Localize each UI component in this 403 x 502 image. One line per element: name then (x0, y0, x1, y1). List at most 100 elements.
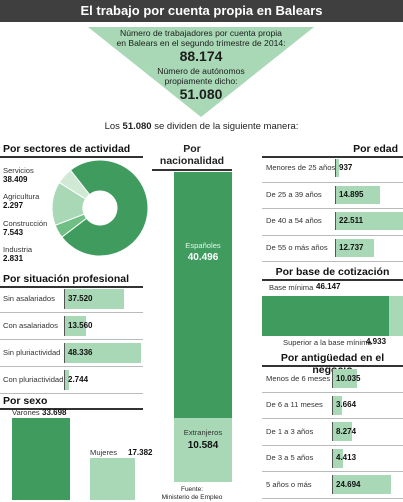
funnel-line1: Número de trabajadores por cuenta propia (120, 28, 282, 38)
funnel-line4: propiamente dicho: (164, 76, 238, 86)
edad-menores-de-25-anos-bar (336, 159, 339, 177)
edad-de-55-o-mas-anos-label: De 55 o más años (266, 242, 328, 252)
situacion-con-asalariados-value: 13.560 (68, 321, 93, 330)
antiguedad-de-1-a-3-anos-label: De 1 a 3 años (266, 426, 314, 436)
antiguedad-5-anos-o-mas-axis (332, 475, 333, 494)
edad-menores-de-25-anos-label: Menores de 25 años (266, 163, 336, 172)
edad-de-55-o-mas-anos-axis (335, 238, 336, 257)
situacion-sin-asalariados-bar (65, 289, 124, 309)
situacion-sin-pluriactividad-sep (0, 366, 143, 367)
situacion-sin-pluriactividad-axis (64, 343, 65, 363)
edad-de-40-a-54-anos-bar (336, 212, 403, 230)
situacion-con-pluriactividad-bar (65, 370, 70, 390)
sexo-header: Por sexo (3, 395, 48, 407)
sectores-label-construccion: Construcción 7.543 (3, 219, 48, 237)
antiguedad-de-6-a-11-meses-sep (262, 418, 403, 419)
situacion-sin-asalariados-axis (64, 289, 65, 309)
nacionalidad-espanoles-bar (174, 172, 232, 418)
cotizacion-header: Por base de cotización (275, 266, 390, 278)
cotizacion-base-minima-value: 46.147 (316, 282, 341, 291)
funnel-shape (88, 27, 314, 117)
antiguedad-de-1-a-3-anos-axis (332, 422, 333, 441)
situacion-con-asalariados-label: Con asalariados (3, 321, 58, 330)
antiguedad-de-3-a-5-anos-label: De 3 a 5 años (266, 453, 314, 462)
source-line1: Fuente: (180, 486, 204, 493)
situacion-con-asalariados-bar (65, 316, 87, 336)
funnel-line2: en Balears en el segundo trimestre de 20… (116, 38, 286, 48)
edad-de-25-a-39-anos-axis (335, 185, 336, 204)
situacion-sin-asalariados-label: Sin asalariados (3, 294, 55, 303)
antiguedad-de-1-a-3-anos-value: 8.274 (336, 426, 357, 436)
nacionalidad-espanoles-value: 40.496 (187, 251, 219, 263)
antiguedad-5-anos-o-mas-label: 5 años o más (266, 479, 312, 489)
pie-slice-servicios (61, 159, 149, 257)
intro-before: Los (104, 121, 123, 132)
antiguedad-menos-de-6-meses-value: 10.035 (336, 373, 361, 383)
sectores-header: Por sectores de actividad (3, 143, 131, 155)
source-line2: Ministerio de Empleo (161, 494, 223, 501)
antiguedad-menos-de-6-meses-axis (332, 369, 333, 388)
antiguedad-de-3-a-5-anos-bar (333, 448, 344, 468)
situacion-sin-asalariados-sep (0, 312, 143, 313)
nacionalidad-espanoles-label: Españoles (185, 240, 221, 250)
situacion-con-pluriactividad-sep (0, 393, 143, 394)
edad-de-25-a-39-anos-value: 14.895 (339, 189, 364, 199)
sexo-varones-value: 33.698 (42, 408, 67, 417)
cotizacion-base-minima-label: Base mínima (269, 283, 314, 292)
antiguedad-de-1-a-3-anos-bar (333, 422, 353, 441)
edad-de-40-a-54-anos-label: De 40 a 54 años (266, 216, 322, 225)
antiguedad-de-6-a-11-meses-axis (332, 395, 333, 415)
sexo-mujeres-bar (90, 457, 135, 500)
antiguedad-5-anos-o-mas-value: 24.694 (336, 479, 361, 489)
edad-de-40-a-54-anos-sep (262, 234, 403, 236)
situacion-con-asalariados-axis (64, 316, 65, 336)
edad-menores-de-25-anos-value: 937 (339, 163, 353, 172)
sectores-pie (51, 159, 149, 257)
sexo-varones-label: Varones (12, 408, 40, 417)
situacion-sin-pluriactividad-value: 48.336 (68, 348, 93, 357)
nacionalidad-extranjeros-label: Extranjeros (183, 427, 223, 437)
edad-de-40-a-54-anos-axis (335, 212, 336, 230)
antiguedad-menos-de-6-meses-label: Menos de 6 meses (266, 373, 331, 383)
source-note: Fuente: Ministerio de Empleo (152, 486, 232, 502)
nacionalidad-extranjeros-value: 10.584 (187, 439, 219, 451)
situacion-sin-pluriactividad-bar (65, 343, 141, 363)
edad-de-25-a-39-anos-label: De 25 a 39 años (266, 189, 322, 199)
cotizacion-superior-label: Superior a la base mínima (283, 338, 372, 347)
edad-de-55-o-mas-anos-bar (336, 238, 374, 257)
antiguedad-5-anos-o-mas-bar (333, 475, 391, 494)
antiguedad-5-anos-o-mas-sep (262, 497, 403, 499)
sectores-label-industria: Industria 2.831 (3, 245, 33, 263)
sexo-varones-bar (12, 418, 70, 500)
antiguedad-de-6-a-11-meses-bar (333, 395, 342, 415)
antiguedad-de-3-a-5-anos-value: 4.413 (336, 453, 357, 462)
antiguedad-de-3-a-5-anos-sep (262, 471, 403, 472)
antiguedad-menos-de-6-meses-sep (262, 391, 403, 393)
situacion-con-pluriactividad-axis (64, 370, 65, 390)
antiguedad-de-3-a-5-anos-axis (332, 448, 333, 468)
situacion-con-asalariados-sep (0, 339, 143, 340)
sectores-label-agricultura: Agricultura 2.297 (3, 192, 40, 210)
nacionalidad-header-line2: nacionalidad (159, 155, 225, 167)
edad-de-25-a-39-anos-sep (262, 208, 403, 209)
antiguedad-de-1-a-3-anos-sep (262, 444, 403, 446)
situacion-sin-asalariados-value: 37.520 (68, 294, 93, 303)
situacion-con-pluriactividad-label: Con pluriactividad (3, 375, 64, 384)
nacionalidad-header: Por nacionalidad (152, 143, 232, 167)
cotizacion-superior-bar (389, 296, 403, 336)
nacionalidad-header-line1: Por (183, 143, 201, 155)
situacion-con-pluriactividad-value: 2.744 (68, 375, 89, 384)
sexo-mujeres-value: 17.382 (128, 447, 153, 457)
edad-menores-de-25-anos-sep (262, 181, 403, 183)
antiguedad-de-6-a-11-meses-value: 3.664 (336, 400, 357, 409)
edad-de-55-o-mas-anos-sep (262, 261, 403, 262)
edad-menores-de-25-anos-axis (335, 159, 336, 177)
sectores-label-servicios: Servicios 38.409 (3, 166, 34, 184)
intro-text: Los 51.080 se dividen de la siguiente ma… (0, 121, 403, 132)
sexo-mujeres-label: Mujeres (90, 447, 118, 457)
edad-de-40-a-54-anos-value: 22.511 (339, 216, 364, 225)
edad-header: Por edad (353, 143, 398, 155)
nacionalidad-extranjeros-bar (174, 417, 232, 482)
cotizacion-superior-value: 4.933 (366, 337, 387, 346)
cotizacion-base-minima-bar (262, 296, 390, 336)
